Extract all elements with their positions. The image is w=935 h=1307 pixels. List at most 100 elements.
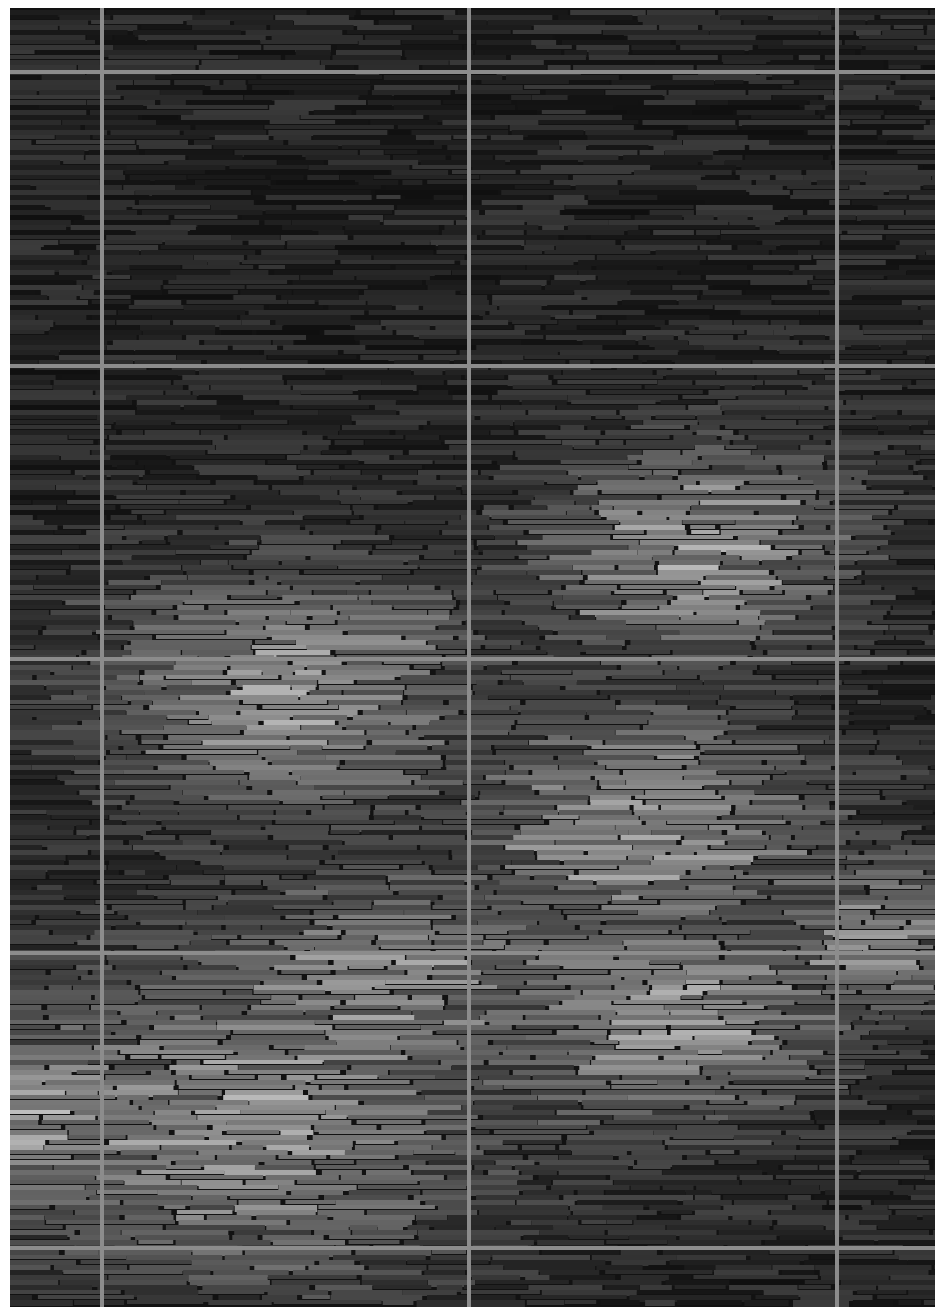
streak bbox=[750, 1255, 809, 1261]
streak bbox=[509, 125, 634, 131]
streak bbox=[531, 500, 575, 506]
streak bbox=[558, 1155, 613, 1160]
streak bbox=[10, 810, 47, 814]
streak bbox=[615, 1045, 675, 1049]
streak bbox=[461, 1290, 540, 1294]
streak bbox=[814, 65, 835, 69]
streak bbox=[870, 1100, 935, 1104]
streak bbox=[553, 1225, 666, 1230]
streak bbox=[333, 900, 372, 905]
streak bbox=[702, 160, 725, 167]
streak bbox=[453, 590, 494, 597]
streak bbox=[10, 865, 107, 872]
streak bbox=[10, 790, 77, 797]
streak bbox=[185, 775, 248, 780]
streak bbox=[282, 595, 358, 601]
streak bbox=[538, 120, 639, 124]
streak bbox=[84, 215, 169, 220]
streak bbox=[313, 530, 375, 536]
streak bbox=[91, 300, 131, 304]
streak bbox=[10, 250, 74, 257]
streak bbox=[161, 1145, 230, 1151]
streak bbox=[906, 800, 935, 807]
streak bbox=[315, 945, 379, 951]
streak bbox=[672, 650, 763, 656]
streak bbox=[476, 1195, 559, 1200]
streak bbox=[527, 220, 609, 226]
streak bbox=[254, 410, 319, 416]
streak bbox=[309, 625, 436, 631]
streak bbox=[864, 1065, 905, 1070]
streak bbox=[601, 315, 627, 321]
streak bbox=[756, 1030, 840, 1036]
streak bbox=[906, 775, 935, 780]
streak bbox=[895, 80, 935, 87]
streak bbox=[791, 1180, 899, 1185]
streak bbox=[773, 630, 884, 635]
streak bbox=[297, 780, 412, 785]
streak bbox=[304, 1045, 391, 1050]
streak bbox=[792, 715, 915, 721]
streak bbox=[832, 500, 935, 505]
streak bbox=[98, 785, 169, 789]
streak bbox=[490, 1260, 606, 1266]
streak bbox=[476, 40, 531, 45]
streak bbox=[192, 590, 266, 595]
streak bbox=[797, 1095, 859, 1102]
streak bbox=[37, 1295, 134, 1299]
streak bbox=[700, 580, 782, 586]
streak bbox=[233, 565, 337, 569]
streak bbox=[10, 375, 56, 380]
streak bbox=[468, 110, 495, 114]
streak bbox=[435, 325, 471, 330]
streak bbox=[854, 475, 924, 480]
streak bbox=[10, 870, 46, 875]
streak bbox=[310, 1080, 410, 1084]
streak bbox=[103, 1160, 171, 1166]
streak bbox=[621, 890, 733, 896]
streak bbox=[929, 770, 935, 776]
streak bbox=[604, 345, 650, 349]
streak bbox=[59, 1280, 104, 1287]
streak bbox=[226, 630, 343, 637]
streak bbox=[772, 1265, 815, 1270]
streak bbox=[891, 1105, 935, 1110]
streak bbox=[771, 250, 798, 256]
streak bbox=[296, 640, 426, 645]
streak bbox=[596, 1265, 643, 1270]
streak bbox=[798, 1285, 831, 1289]
streak bbox=[10, 905, 107, 911]
streak bbox=[225, 925, 261, 930]
streak bbox=[811, 645, 854, 651]
streak bbox=[660, 325, 695, 331]
streak bbox=[10, 1045, 92, 1052]
streak bbox=[209, 50, 296, 55]
streak bbox=[36, 185, 122, 190]
streak bbox=[10, 1015, 43, 1021]
streak bbox=[564, 1300, 597, 1304]
streak bbox=[300, 115, 424, 119]
streak bbox=[249, 770, 289, 777]
streak bbox=[260, 40, 358, 44]
streak bbox=[287, 245, 335, 249]
streak bbox=[505, 865, 617, 869]
streak bbox=[10, 680, 138, 686]
streak bbox=[358, 65, 419, 71]
streak bbox=[506, 75, 619, 80]
streak bbox=[819, 490, 904, 494]
streak bbox=[836, 765, 928, 772]
streak bbox=[265, 825, 329, 831]
streak bbox=[274, 940, 372, 947]
streak bbox=[68, 1135, 126, 1139]
streak bbox=[828, 405, 935, 410]
streak bbox=[645, 1300, 675, 1306]
streak bbox=[278, 1185, 357, 1191]
streak bbox=[132, 555, 244, 560]
streak bbox=[718, 790, 755, 796]
streak bbox=[702, 25, 832, 31]
streak bbox=[397, 205, 517, 210]
streak bbox=[605, 90, 667, 96]
streak bbox=[677, 1300, 742, 1305]
streak bbox=[413, 1150, 455, 1154]
streak bbox=[202, 740, 328, 746]
